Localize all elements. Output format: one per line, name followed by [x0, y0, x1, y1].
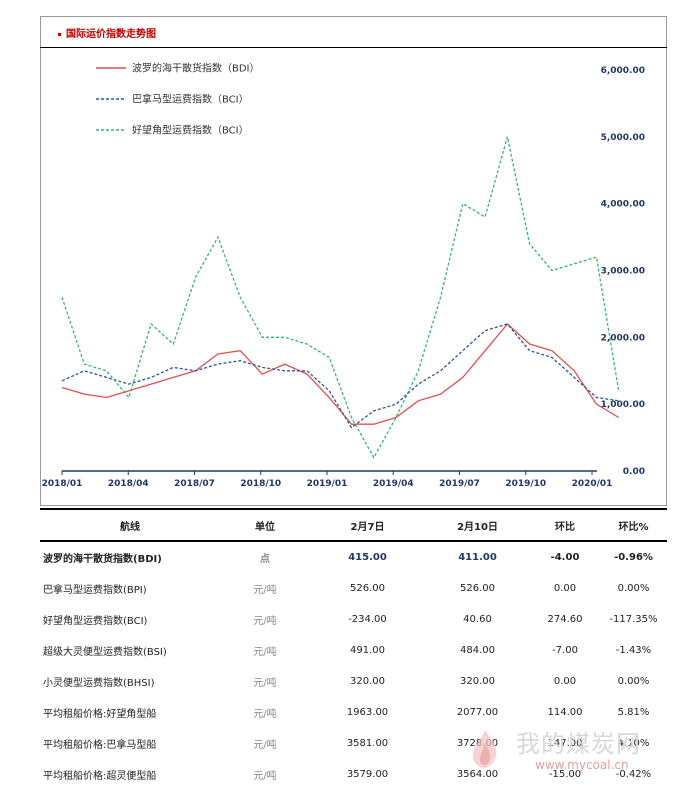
chart-title-text: 国际运价指数走势图: [66, 29, 156, 40]
x-tick-label: 2019/04: [373, 479, 414, 489]
row-feb10: 40.60: [463, 614, 492, 625]
row-change: 0.00: [553, 676, 577, 687]
table-row: 超级大灵便型运费指数(BSI) 元/吨 491.00 484.00 -7.00 -1.43…: [40, 635, 667, 666]
legend-label: 波罗的海干散货指数（BDI）: [132, 62, 260, 75]
x-tick-label: 2018/04: [108, 479, 149, 489]
row-feb10: 411.00: [458, 552, 497, 563]
row-change: 114.00: [547, 707, 583, 718]
row-change: 274.60: [547, 614, 583, 625]
row-unit: 元/吨: [253, 709, 277, 720]
row-unit: 元/吨: [253, 616, 277, 627]
series-line-0: [61, 323, 620, 425]
row-change: -15.00: [548, 769, 582, 780]
table-header-row: 航线 单位 2月7日 2月10日 环比 环比%: [40, 508, 667, 542]
row-change-pct: 0.00%: [617, 583, 650, 594]
table-row: 平均租船价格:超灵便型船 元/吨 3579.00 3564.00 -15.00 -0.42…: [40, 759, 667, 790]
row-feb7: 3581.00: [346, 738, 389, 749]
x-tick-label: 2019/07: [439, 479, 480, 489]
x-tick-label: 2020/01: [572, 479, 613, 489]
y-tick-label: 0.00: [623, 467, 645, 477]
legend-label: 巴拿马型运费指数（BCI）: [132, 93, 249, 106]
row-change: 0.00: [553, 583, 577, 594]
row-feb7: 320.00: [350, 676, 385, 687]
row-change-pct: 5.81%: [617, 707, 650, 718]
row-name: 平均租船价格:好望角型船: [43, 709, 157, 720]
row-feb7: 526.00: [350, 583, 385, 594]
col-header-feb10: 2月10日: [425, 508, 530, 542]
row-feb10: 526.00: [460, 583, 495, 594]
row-feb7: -234.00: [348, 614, 387, 625]
row-feb7: 415.00: [348, 552, 387, 563]
watermark-text: 我的煤炭网: [516, 730, 641, 758]
row-change: -4.00: [550, 552, 580, 563]
series-line-1: [61, 323, 619, 429]
x-tick-label: 2019/01: [307, 479, 348, 489]
col-header-unit: 单位: [220, 508, 310, 542]
row-unit: 元/吨: [253, 771, 277, 782]
col-header-feb7: 2月7日: [310, 508, 425, 542]
row-name: 波罗的海干散货指数(BDI): [43, 554, 162, 565]
col-header-route: 航线: [40, 508, 220, 542]
line-chart: 2018/01 2018/04 2018/07 2018/10 2019/01 2019/…: [42, 62, 645, 490]
y-tick-label: 2,000.00: [601, 333, 645, 343]
row-name: 超级大灵便型运费指数(BSI): [43, 647, 167, 658]
table-row: 好望角型运费指数(BCI) 元/吨 -234.00 40.60 274.60 -117.3…: [40, 604, 667, 635]
row-unit: 元/吨: [253, 647, 277, 658]
y-tick-label: 3,000.00: [601, 267, 645, 277]
x-tick-label: 2018/01: [42, 479, 83, 489]
table-row: 平均租船价格:巴拿马型船 元/吨 3581.00 3728.00 147.00 4.10%: [40, 728, 667, 759]
row-unit: 元/吨: [253, 585, 277, 596]
chart-title: 国际运价指数走势图: [58, 25, 156, 40]
row-change-pct: -0.42%: [615, 769, 652, 780]
row-change: 147.00: [547, 738, 583, 749]
row-feb10: 484.00: [460, 645, 495, 656]
row-change: -7.00: [552, 645, 578, 656]
row-unit: 元/吨: [253, 678, 277, 689]
row-name: 小灵便型运费指数(BHSI): [43, 678, 155, 689]
y-tick-label: 1,000.00: [601, 400, 645, 410]
freight-table: 航线 单位 2月7日 2月10日 环比 环比% 波罗的海干散货指数(BDI) 点 4…: [40, 508, 667, 790]
row-name: 巴拿马型运费指数(BPI): [43, 585, 147, 596]
y-tick-label: 5,000.00: [601, 133, 645, 143]
table-row: 平均租船价格:好望角型船 元/吨 1963.00 2077.00 114.00 5.81%: [40, 697, 667, 728]
x-tick-label: 2018/10: [240, 479, 281, 489]
y-tick-label: 4,000.00: [601, 200, 645, 210]
col-header-change: 环比: [530, 508, 600, 542]
watermark-logo-icon: [462, 726, 508, 772]
row-name: 好望角型运费指数(BCI): [43, 616, 148, 627]
series-line-2: [61, 136, 620, 459]
row-feb10: 320.00: [460, 676, 495, 687]
table-row: 小灵便型运费指数(BHSI) 元/吨 320.00 320.00 0.00 0.00%: [40, 666, 667, 697]
row-feb7: 491.00: [350, 645, 385, 656]
row-feb10: 3564.00: [456, 769, 499, 780]
x-tick-label: 2019/10: [505, 479, 546, 489]
row-change-pct: 0.00%: [617, 676, 650, 687]
row-feb10: 3728.00: [456, 738, 499, 749]
row-change-pct: 4.10%: [617, 738, 650, 749]
row-change-pct: -0.96%: [614, 552, 653, 563]
x-tick-label: 2018/07: [174, 479, 215, 489]
row-name: 平均租船价格:超灵便型船: [43, 771, 157, 782]
y-tick-label: 6,000.00: [601, 66, 645, 76]
row-unit: 元/吨: [253, 740, 277, 751]
row-feb7: 1963.00: [346, 707, 389, 718]
row-feb7: 3579.00: [346, 769, 389, 780]
watermark-url: www.mycoal.cn: [535, 758, 629, 772]
chart-frame: [40, 16, 667, 506]
row-unit: 点: [260, 554, 270, 565]
row-change-pct: -117.35%: [609, 614, 658, 625]
bullet-icon: [58, 32, 61, 36]
table-row: 巴拿马型运费指数(BPI) 元/吨 526.00 526.00 0.00 0.00%: [40, 573, 667, 604]
col-header-change-pct: 环比%: [600, 508, 667, 542]
row-change-pct: -1.43%: [615, 645, 652, 656]
chart-header: 国际运价指数走势图: [40, 16, 667, 48]
row-name: 平均租船价格:巴拿马型船: [43, 740, 157, 751]
legend-label: 好望角型运费指数（BCI）: [132, 124, 249, 137]
row-feb10: 2077.00: [456, 707, 499, 718]
table-row: 波罗的海干散货指数(BDI) 点 415.00 411.00 -4.00 -0.96%: [40, 541, 667, 573]
